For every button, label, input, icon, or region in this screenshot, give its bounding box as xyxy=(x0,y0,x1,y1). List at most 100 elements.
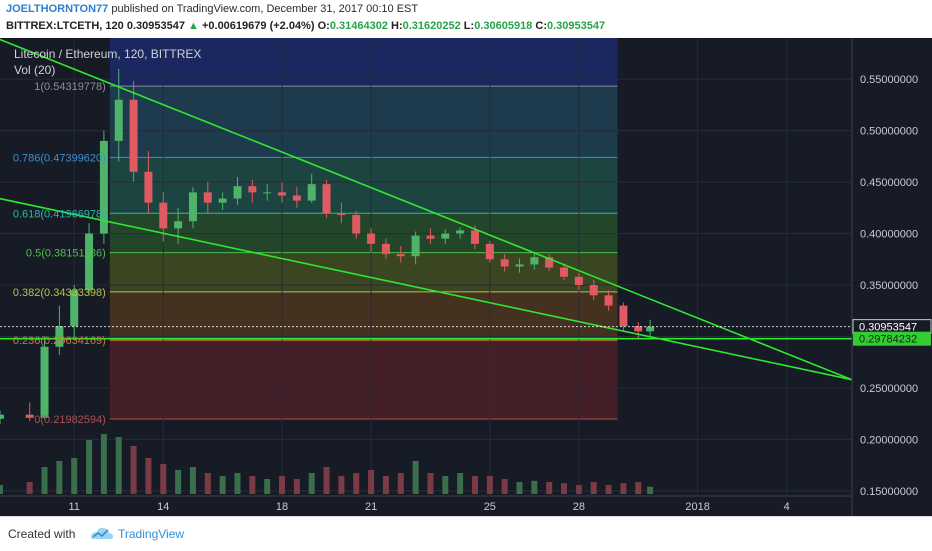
last-price-label: 0.30953547 xyxy=(859,322,917,334)
x-axis[interactable]: 11 14 18 21 25 28 2018 4 xyxy=(69,501,790,513)
volume-bar xyxy=(323,467,330,494)
candle xyxy=(396,254,405,257)
close-value: 0.30953547 xyxy=(546,20,606,32)
volume-bar xyxy=(531,480,538,494)
x-tick-label: 11 xyxy=(69,501,80,513)
volume-bar xyxy=(561,483,568,494)
volume-bar xyxy=(546,482,553,494)
candle xyxy=(0,414,4,419)
candle xyxy=(70,290,79,327)
chart-header: JOELTHORNTON77 published on TradingView.… xyxy=(0,0,932,38)
candle xyxy=(646,326,655,332)
y-tick-label: 0.15000000 xyxy=(860,486,918,498)
volume-bar xyxy=(412,461,419,494)
candle xyxy=(233,186,242,199)
candle xyxy=(574,276,583,286)
candle xyxy=(114,99,123,141)
candle xyxy=(589,285,598,296)
volume-bar xyxy=(249,476,256,494)
candle xyxy=(411,235,420,257)
footer: Created with TradingView xyxy=(0,516,932,551)
y-tick-label: 0.55000000 xyxy=(860,74,918,86)
volume-bar xyxy=(279,476,286,494)
volume-bar xyxy=(647,486,654,494)
volume-bar xyxy=(442,476,449,494)
fib-label-0.382: 0.382(0.34333398) xyxy=(13,287,106,299)
trendline-0 xyxy=(0,38,853,381)
volume-bar xyxy=(382,476,389,494)
fibonacci-retracement[interactable] xyxy=(109,38,618,420)
up-arrow-icon: ▲ xyxy=(188,20,199,32)
volume-bar xyxy=(635,482,642,494)
candle xyxy=(248,186,257,193)
y-tick-label: 0.50000000 xyxy=(860,126,918,138)
candle xyxy=(322,184,331,213)
fib-label-0.786: 0.786(0.47399620) xyxy=(13,152,106,164)
created-with-text: Created with xyxy=(8,527,76,541)
candle xyxy=(367,233,376,244)
candle xyxy=(55,326,64,347)
volume-bar xyxy=(0,485,3,494)
fib-zone-0.5 xyxy=(109,213,618,253)
volume-bar xyxy=(338,476,345,494)
volume-bar xyxy=(516,482,523,494)
tradingview-logo-icon xyxy=(91,527,113,539)
fib-label-1: 1(0.54319778) xyxy=(34,81,106,93)
volume-bar xyxy=(160,464,167,494)
close-label: C: xyxy=(535,20,547,32)
volume-bar xyxy=(71,458,78,494)
volume-bar xyxy=(605,485,612,494)
candle xyxy=(530,257,539,265)
trendlines[interactable] xyxy=(0,38,853,381)
price-chart[interactable]: 1(0.54319778) 0.786(0.47399620) 0.618(0.41… xyxy=(0,38,932,516)
support-price-label: 0.29784232 xyxy=(859,334,917,346)
volume-bar xyxy=(590,482,597,494)
volume-bar xyxy=(264,479,271,494)
candlestick-series xyxy=(0,68,655,424)
y-tick-label: 0.25000000 xyxy=(860,383,918,395)
volume-bar xyxy=(204,473,211,494)
x-tick-label: 4 xyxy=(784,501,790,513)
tradingview-brand-link[interactable]: TradingView xyxy=(118,527,185,541)
candle xyxy=(604,295,613,306)
volume-bar xyxy=(175,470,182,494)
volume-bar xyxy=(457,473,464,494)
fib-zone-0.236 xyxy=(109,291,618,341)
high-value: 0.31620252 xyxy=(402,20,461,32)
volume-bar xyxy=(145,458,152,494)
volume-bar xyxy=(26,482,33,494)
candle xyxy=(99,140,108,234)
y-tick-label: 0.35000000 xyxy=(860,280,918,292)
author-link[interactable]: JOELTHORNTON77 xyxy=(6,3,109,15)
candle xyxy=(337,212,346,216)
x-tick-label: 18 xyxy=(276,501,288,513)
candle xyxy=(40,346,49,418)
candle xyxy=(292,195,301,201)
volume-bar xyxy=(189,467,196,494)
candle xyxy=(174,221,183,229)
candle xyxy=(203,192,212,203)
candle xyxy=(307,184,316,201)
candle xyxy=(352,215,361,234)
chart-grid xyxy=(0,38,852,496)
fib-label-0: 0(0.21982594) xyxy=(34,414,106,426)
fib-label-0.236: 0.236(0.29634169) xyxy=(13,335,106,347)
published-text: published on TradingView.com, December 3… xyxy=(111,3,419,15)
volume-bar xyxy=(130,446,137,494)
candle xyxy=(381,243,390,255)
price-change: +0.00619679 (+2.04%) xyxy=(201,20,315,32)
fib-label-0.618: 0.618(0.41966978) xyxy=(13,208,106,220)
candle xyxy=(470,230,479,244)
candle xyxy=(441,233,450,239)
open-label: O: xyxy=(317,20,330,32)
volume-bars xyxy=(0,434,654,494)
fibonacci-labels: 1(0.54319778) 0.786(0.47399620) 0.618(0.41… xyxy=(13,81,106,426)
ohlc-line: BITTREX:LTCETH, 120 0.30953547 ▲ +0.0061… xyxy=(6,20,605,32)
fib-label-0.5: 0.5(0.38151186) xyxy=(26,248,106,260)
x-tick-label: 28 xyxy=(573,501,585,513)
fib-zone-0 xyxy=(109,340,618,419)
volume-bar xyxy=(234,473,241,494)
candle xyxy=(619,305,628,327)
fib-zone-top xyxy=(109,38,618,87)
